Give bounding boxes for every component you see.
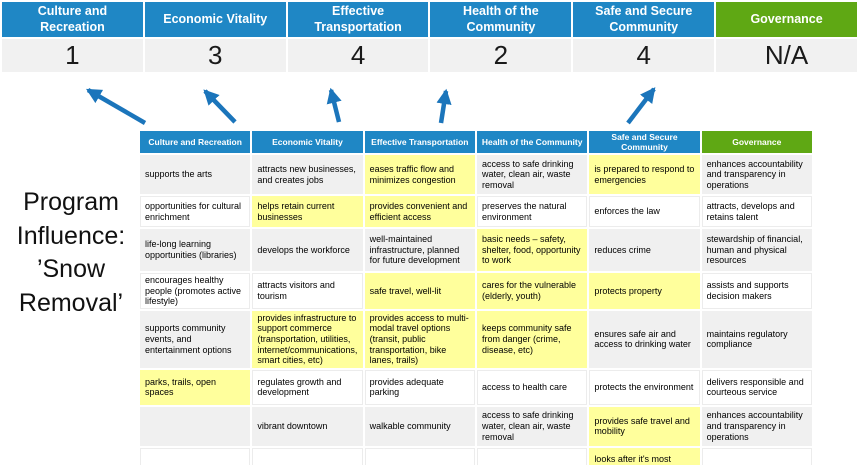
matrix-cell-r3c6: stewardship of financial, human and phys… [701,229,812,272]
program-label-line-4: Removal’ [18,288,124,317]
matrix-cell-r1c6: enhances accountability and transparency… [701,155,812,195]
matrix-cell-r3c3: well-maintained infrastructure, planned … [364,229,475,272]
matrix-row-8: looks after it's most vulnerable [140,447,812,465]
matrix-header-1: Culture and Recreation [140,131,251,154]
matrix-row-7: vibrant downtown walkable community access… [140,406,812,446]
matrix-cell-r7c6: enhances accountability and transparency… [701,406,812,446]
summary-score-2: 3 [144,39,286,72]
matrix-header-row: Culture and Recreation Economic Vitality E… [140,131,812,154]
matrix-cell-r7c3: walkable community [364,406,475,446]
matrix-cell-r8c5: looks after it's most vulnerable [589,447,700,465]
matrix-cell-r8c1 [140,447,251,465]
summary-category-6: Governance [716,2,857,37]
summary-category-1: Culture and Recreation [2,2,143,37]
matrix-cell-r6c3: provides adequate parking [364,369,475,405]
matrix-header-4: Health of the Community [476,131,588,154]
summary-category-2: Economic Vitality [144,2,286,37]
matrix-header-5: Safe and Secure Community [589,131,700,154]
matrix-cell-r7c2: vibrant downtown [252,406,363,446]
matrix-cell-r4c6: assists and supports decision makers [701,273,812,309]
matrix-row-2: opportunities for cultural enrichment hel… [140,196,812,228]
matrix-cell-r2c1: opportunities for cultural enrichment [140,196,251,228]
matrix-cell-r4c3: safe travel, well-lit [364,273,475,309]
matrix-row-6: parks, trails, open spaces regulates grow… [140,369,812,405]
influence-arrow-2 [203,89,237,124]
matrix-cell-r6c2: regulates growth and development [252,369,363,405]
matrix-cell-r5c3: provides access to multi-modal travel op… [364,310,475,368]
matrix-cell-r3c4: basic needs – safety, shelter, food, opp… [476,229,588,272]
matrix-cell-r4c5: protects property [589,273,700,309]
program-label-line-3: ’Snow [36,255,106,283]
matrix-row-3: life-long learning opportunities (librar… [140,229,812,272]
matrix-cell-r3c1: life-long learning opportunities (librar… [140,229,251,272]
matrix-cell-r3c2: develops the workforce [252,229,363,272]
matrix-cell-r4c1: encourages healthy people (promotes acti… [140,273,251,309]
program-label-line-2: Influence: [16,221,126,250]
influence-arrow-5 [626,87,656,125]
matrix-cell-r7c5: provides safe travel and mobility [589,406,700,446]
program-label-line-1: Program [23,188,119,216]
summary-score-6: N/A [716,39,857,72]
matrix-cell-r3c5: reduces crime [589,229,700,272]
matrix-cell-r1c5: is prepared to respond to emergencies [589,155,700,195]
program-influence-label: Program Influence: ’Snow Removal’ [0,186,142,320]
matrix-cell-r2c4: preserves the natural environment [476,196,588,228]
matrix-cell-r5c4: keeps community safe from danger (crime,… [476,310,588,368]
matrix-cell-r8c2 [252,447,363,465]
matrix-cell-r8c4 [476,447,588,465]
influence-matrix: Culture and Recreation Economic Vitality E… [138,129,814,465]
matrix-cell-r5c6: maintains regulatory compliance [701,310,812,368]
matrix-cell-r6c6: delivers responsible and courteous servi… [701,369,812,405]
matrix-cell-r4c2: attracts visitors and tourism [252,273,363,309]
matrix-cell-r8c3 [364,447,475,465]
matrix-row-1: supports the arts attracts new businesses… [140,155,812,195]
summary-category-5: Safe and Secure Community [573,2,715,37]
matrix-header-6: Governance [701,131,812,154]
matrix-cell-r6c5: protects the environment [589,369,700,405]
matrix-cell-r2c5: enforces the law [589,196,700,228]
matrix-cell-r7c4: access to safe drinking water, clean air… [476,406,588,446]
matrix-cell-r6c4: access to health care [476,369,588,405]
summary-score-1: 1 [2,39,143,72]
matrix-cell-r1c4: access to safe drinking water, clean air… [476,155,588,195]
summary-score-3: 4 [287,39,429,72]
matrix-cell-r5c2: provides infrastructure to support comme… [252,310,363,368]
matrix-cell-r2c6: attracts, develops and retains talent [701,196,812,228]
matrix-cell-r7c1 [140,406,251,446]
matrix-cell-r1c1: supports the arts [140,155,251,195]
influence-arrow-1 [86,88,147,125]
matrix-row-4: encourages healthy people (promotes acti… [140,273,812,309]
influence-arrow-4 [436,88,452,124]
matrix-cell-r2c2: helps retain current businesses [252,196,363,228]
matrix-header-2: Economic Vitality [252,131,363,154]
matrix-cell-r5c5: ensures safe air and access to drinking … [589,310,700,368]
matrix-row-5: supports community events, and entertain… [140,310,812,368]
matrix-cell-r1c2: attracts new businesses, and creates job… [252,155,363,195]
matrix-cell-r5c1: supports community events, and entertain… [140,310,251,368]
matrix-cell-r8c6 [701,447,812,465]
summary-category-4: Health of the Community [430,2,572,37]
summary-category-3: Effective Transportation [287,2,429,37]
matrix-cell-r1c3: eases traffic flow and minimizes congest… [364,155,475,195]
matrix-cell-r6c1: parks, trails, open spaces [140,369,251,405]
matrix-header-3: Effective Transportation [364,131,475,154]
matrix-cell-r2c3: provides convenient and efficient access [364,196,475,228]
summary-score-5: 4 [573,39,715,72]
influence-arrow-3 [326,87,342,123]
summary-score-4: 2 [430,39,572,72]
matrix-cell-r4c4: cares for the vulnerable (elderly, youth… [476,273,588,309]
summary-band: Culture and Recreation Economic Vitality E… [2,2,857,72]
